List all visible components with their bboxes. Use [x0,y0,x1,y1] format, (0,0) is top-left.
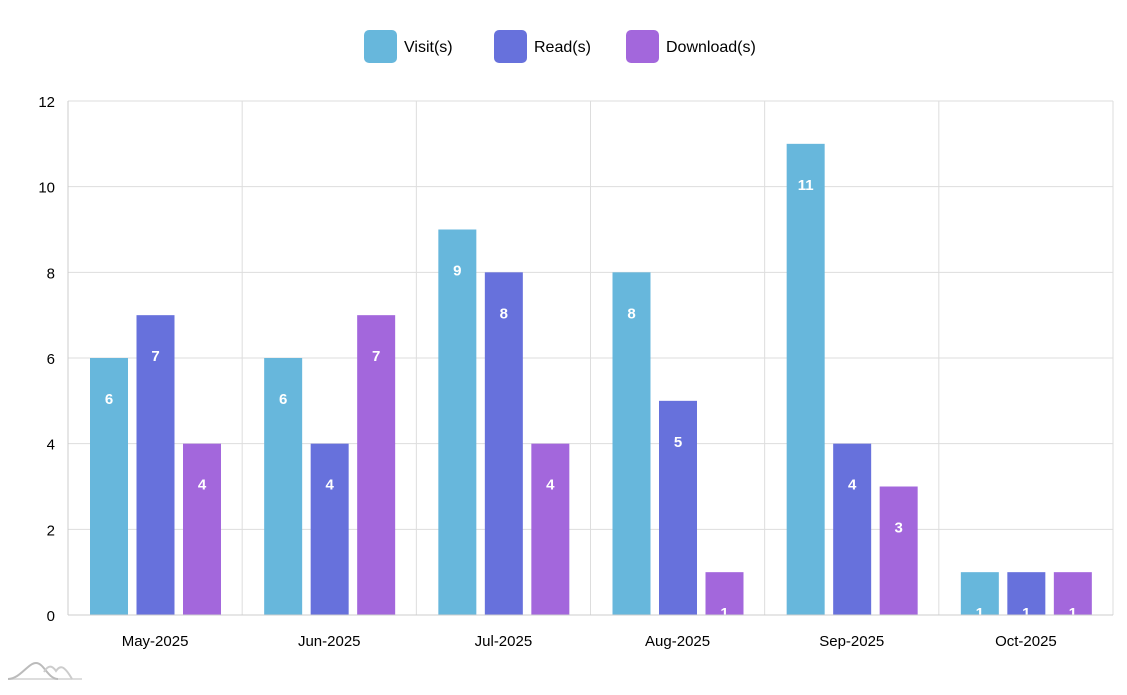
x-tick-label: Sep-2025 [819,633,884,650]
data-label: 7 [372,348,380,365]
bar-visits [612,272,651,615]
y-tick-label: 0 [47,608,55,625]
x-tick-label: Aug-2025 [645,633,710,650]
gridlines [67,100,1114,616]
data-label: 11 [798,177,814,194]
x-tick-label: Oct-2025 [995,633,1057,650]
bar-downloads [705,572,744,615]
data-label: 4 [546,477,555,494]
data-label: 1 [976,605,984,622]
bar-reads [310,443,349,615]
bar-reads [833,443,872,615]
bar-visits [264,358,303,615]
amcharts-logo-icon [7,661,82,680]
data-label: 6 [105,391,113,408]
data-label: 6 [279,391,287,408]
bar-downloads [531,443,570,615]
legend-label: Read(s) [534,39,591,56]
x-tick-label: Jul-2025 [475,633,533,650]
bar-downloads [183,443,221,615]
data-label: 1 [1022,605,1030,622]
axes: 0 2 4 6 8 10 12 May-2025 Jun-2025 Jul-2025 Aug-202… [38,94,1113,650]
legend: Visit(s) Read(s) Download(s) [364,30,756,63]
bar-visits [438,229,477,615]
y-tick-label: 2 [47,522,55,539]
data-label: 4 [325,477,334,494]
y-tick-label: 10 [38,180,55,197]
data-label: 8 [627,305,635,322]
data-label: 9 [453,263,461,280]
data-label: 4 [198,477,207,494]
bar-downloads [879,486,918,615]
bar-downloads [357,315,396,615]
legend-label: Download(s) [666,39,756,56]
y-tick-label: 12 [38,94,55,111]
legend-swatch [626,30,659,63]
data-label: 7 [151,348,159,365]
data-label: 8 [500,305,508,322]
bar-reads [1007,572,1046,615]
legend-swatch [494,30,527,63]
bar-downloads [1053,572,1092,615]
data-label: 4 [848,477,857,494]
x-tick-label: Jun-2025 [298,633,361,650]
x-tick-label: May-2025 [122,633,189,650]
y-tick-label: 4 [47,437,55,454]
bar-reads [659,400,697,615]
data-label: 1 [1069,605,1077,622]
bar-visits [960,572,999,615]
bar-visits [786,143,825,615]
bar-visits [90,358,128,615]
data-label: 5 [674,434,682,451]
legend-swatch [364,30,397,63]
data-label: 3 [894,520,902,537]
legend-label: Visit(s) [404,39,453,56]
y-tick-label: 8 [47,265,55,282]
data-label: 1 [720,605,728,622]
y-tick-label: 6 [47,351,55,368]
bar-reads [136,315,175,615]
bar-reads [484,272,523,615]
